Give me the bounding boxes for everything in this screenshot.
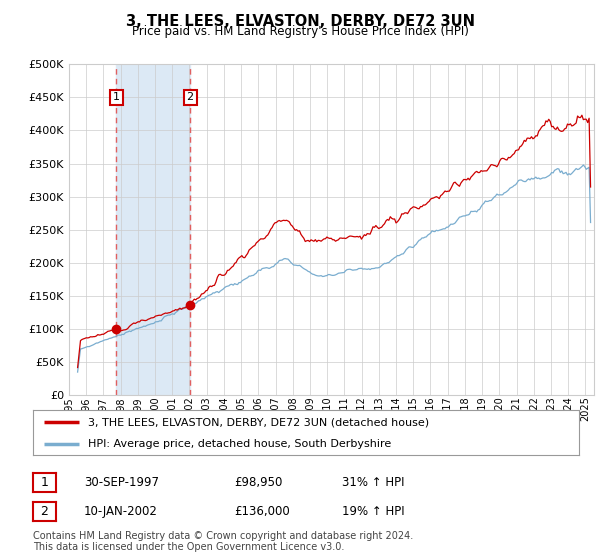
Text: Price paid vs. HM Land Registry's House Price Index (HPI): Price paid vs. HM Land Registry's House … [131, 25, 469, 38]
Bar [116, 64, 190, 395]
Text: 3, THE LEES, ELVASTON, DERBY, DE72 3UN: 3, THE LEES, ELVASTON, DERBY, DE72 3UN [125, 14, 475, 29]
Text: 1: 1 [40, 475, 49, 489]
Text: 19% ↑ HPI: 19% ↑ HPI [342, 505, 404, 519]
Text: £98,950: £98,950 [234, 476, 283, 489]
Text: £136,000: £136,000 [234, 505, 290, 519]
Text: 30-SEP-1997: 30-SEP-1997 [84, 476, 159, 489]
Text: 2: 2 [40, 505, 49, 518]
Text: 10-JAN-2002: 10-JAN-2002 [84, 505, 158, 519]
Text: HPI: Average price, detached house, South Derbyshire: HPI: Average price, detached house, Sout… [88, 438, 391, 449]
Text: 2: 2 [187, 92, 194, 102]
Text: 1: 1 [113, 92, 120, 102]
Text: Contains HM Land Registry data © Crown copyright and database right 2024.
This d: Contains HM Land Registry data © Crown c… [33, 531, 413, 553]
Text: 31% ↑ HPI: 31% ↑ HPI [342, 476, 404, 489]
Text: 3, THE LEES, ELVASTON, DERBY, DE72 3UN (detached house): 3, THE LEES, ELVASTON, DERBY, DE72 3UN (… [88, 417, 429, 427]
